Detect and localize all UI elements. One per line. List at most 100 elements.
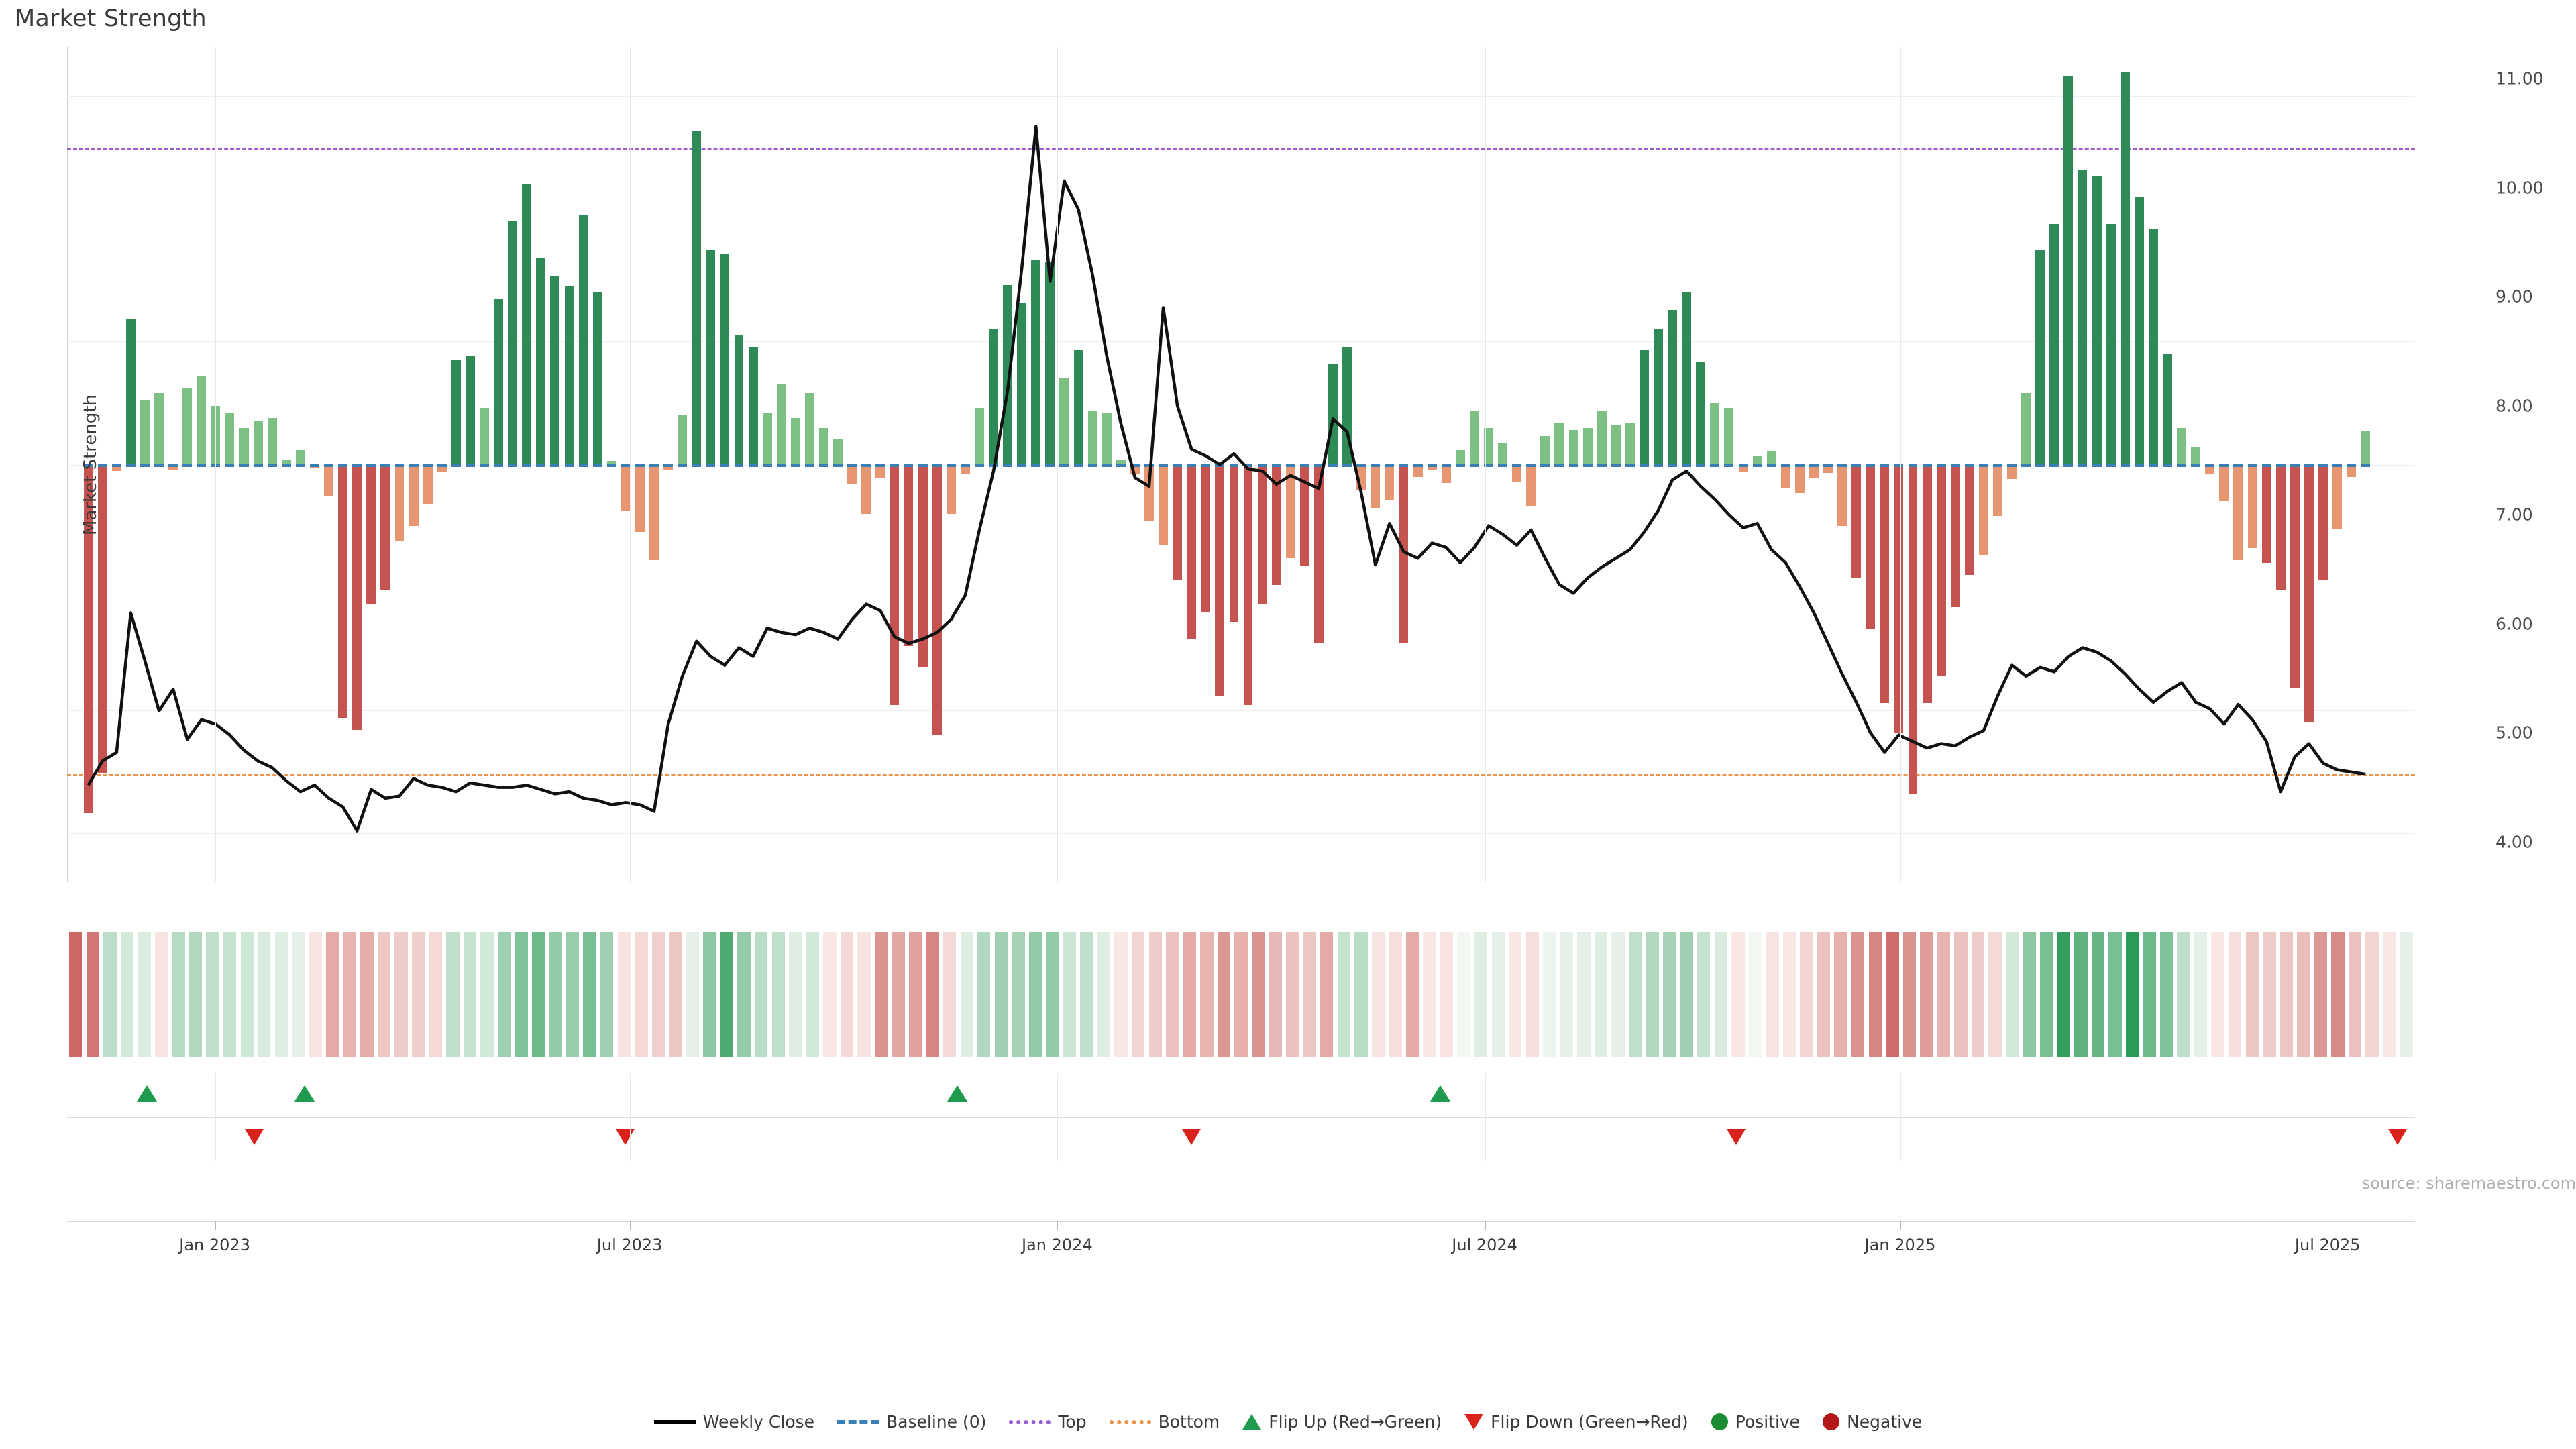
heatmap-cell[interactable] (258, 932, 271, 1057)
strength-bar[interactable] (140, 400, 150, 465)
strength-bar[interactable] (1908, 464, 1918, 794)
heatmap-cell[interactable] (2023, 932, 2036, 1057)
heatmap-cell[interactable] (771, 932, 785, 1057)
strength-bar[interactable] (451, 360, 461, 465)
strength-bar[interactable] (678, 415, 688, 465)
heatmap-cell[interactable] (874, 932, 888, 1057)
heatmap-cell[interactable] (1371, 932, 1385, 1057)
heatmap-cell[interactable] (138, 932, 151, 1057)
flip-down-marker[interactable] (244, 1129, 264, 1145)
strength-bar[interactable] (508, 221, 518, 465)
heatmap-cell[interactable] (2074, 932, 2088, 1057)
heatmap-cell[interactable] (1080, 932, 1093, 1057)
strength-bar[interactable] (974, 408, 984, 465)
strength-bar[interactable] (2205, 464, 2215, 475)
heatmap-cell[interactable] (1046, 932, 1059, 1057)
heatmap-cell[interactable] (1851, 932, 1865, 1057)
heatmap-cell[interactable] (583, 932, 596, 1057)
strength-bar[interactable] (1073, 350, 1083, 465)
heatmap-cell[interactable] (1817, 932, 1831, 1057)
heatmap-cell[interactable] (2279, 932, 2294, 1057)
heatmap-cell[interactable] (531, 932, 545, 1057)
strength-bar[interactable] (1413, 464, 1423, 477)
heatmap-cell[interactable] (429, 932, 442, 1057)
heatmap-cell[interactable] (394, 932, 408, 1057)
heatmap-cell[interactable] (651, 932, 665, 1057)
heatmap-cell[interactable] (2229, 932, 2242, 1057)
heatmap-cell[interactable] (172, 932, 185, 1057)
strength-bar[interactable] (890, 464, 900, 706)
strength-bar[interactable] (720, 253, 730, 465)
legend-item-bottom[interactable]: Bottom (1109, 1412, 1220, 1432)
heatmap-cell[interactable] (2143, 932, 2156, 1057)
strength-bar[interactable] (1427, 464, 1437, 470)
heatmap-cell[interactable] (1714, 932, 1728, 1057)
heatmap-cell[interactable] (857, 932, 871, 1057)
strength-bar[interactable] (1215, 464, 1225, 696)
heatmap-cell[interactable] (2057, 932, 2070, 1057)
strength-bar[interactable] (197, 376, 207, 465)
heatmap-cell[interactable] (1389, 932, 1402, 1057)
heatmap-cell[interactable] (2400, 932, 2413, 1057)
heatmap-cell[interactable] (86, 932, 100, 1057)
strength-bar[interactable] (2233, 464, 2243, 561)
heatmap-cell[interactable] (103, 932, 117, 1057)
strength-bar[interactable] (918, 464, 928, 667)
strength-bar[interactable] (1752, 455, 1762, 465)
strength-bar[interactable] (1780, 464, 1790, 488)
heatmap-cell[interactable] (686, 932, 700, 1057)
heatmap-cell[interactable] (240, 932, 254, 1057)
heatmap-cell[interactable] (720, 932, 734, 1057)
heatmap-cell[interactable] (1680, 932, 1693, 1057)
strength-bar[interactable] (550, 276, 560, 465)
strength-bar[interactable] (366, 464, 376, 605)
strength-bar[interactable] (239, 427, 249, 465)
strength-bar[interactable] (2304, 464, 2314, 722)
flip-down-marker[interactable] (1181, 1129, 1201, 1145)
strength-bar[interactable] (776, 384, 786, 465)
heatmap-cell[interactable] (1148, 932, 1162, 1057)
strength-bar[interactable] (1116, 460, 1126, 465)
heatmap-cell[interactable] (2159, 932, 2174, 1057)
strength-bar[interactable] (494, 299, 504, 465)
strength-bar[interactable] (1682, 292, 1692, 465)
heatmap-cell[interactable] (703, 932, 716, 1057)
strength-bar[interactable] (111, 464, 121, 471)
legend-item-top[interactable]: Top (1009, 1412, 1087, 1432)
heatmap-cell[interactable] (377, 932, 391, 1057)
flip-down-marker[interactable] (616, 1129, 635, 1145)
heatmap-cell[interactable] (69, 932, 83, 1057)
heatmap-cell[interactable] (343, 932, 357, 1057)
strength-bar[interactable] (1031, 259, 1041, 465)
strength-bar[interactable] (125, 319, 136, 465)
heatmap-cell[interactable] (1920, 932, 1933, 1057)
strength-bar[interactable] (1794, 464, 1805, 493)
strength-bar[interactable] (804, 393, 814, 465)
heatmap-cell[interactable] (926, 932, 939, 1057)
strength-bar[interactable] (2049, 223, 2059, 465)
strength-bar[interactable] (465, 356, 475, 465)
legend-item-baseline[interactable]: Baseline (0) (837, 1412, 986, 1432)
heatmap-cell[interactable] (2365, 932, 2379, 1057)
strength-bar[interactable] (1851, 464, 1862, 578)
heatmap-cell[interactable] (1337, 932, 1350, 1057)
legend-item-flip-down[interactable]: Flip Down (Green→Red) (1464, 1412, 1688, 1432)
strength-bar[interactable] (2290, 464, 2300, 688)
strength-bar[interactable] (352, 464, 362, 730)
strength-bar[interactable] (2177, 427, 2187, 465)
strength-bar[interactable] (2361, 431, 2371, 465)
heatmap-cell[interactable] (1902, 932, 1917, 1057)
strength-bar[interactable] (182, 388, 193, 465)
strength-bar[interactable] (904, 464, 914, 647)
strength-bar[interactable] (394, 464, 405, 541)
strength-bar[interactable] (606, 461, 616, 465)
strength-bar[interactable] (1738, 464, 1748, 472)
heatmap-cell[interactable] (1731, 932, 1745, 1057)
strength-bar[interactable] (762, 413, 772, 465)
heatmap-cell[interactable] (1457, 932, 1470, 1057)
strength-bar[interactable] (1328, 364, 1338, 465)
strength-bar[interactable] (2191, 447, 2201, 465)
strength-bar[interactable] (168, 464, 178, 470)
strength-bar[interactable] (1512, 464, 1522, 482)
heatmap-cell[interactable] (2297, 932, 2310, 1057)
